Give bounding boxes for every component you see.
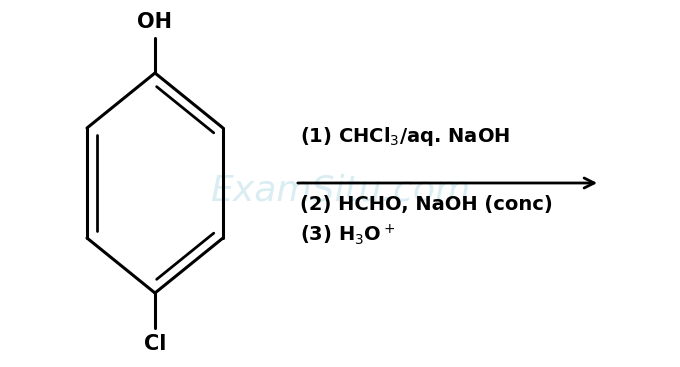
Text: (1) CHCl$_3$/aq. NaOH: (1) CHCl$_3$/aq. NaOH: [300, 125, 510, 148]
Text: Cl: Cl: [143, 334, 166, 354]
Text: ExamSitu.com: ExamSitu.com: [210, 174, 470, 208]
Text: (3) H$_3$O$^+$: (3) H$_3$O$^+$: [300, 222, 395, 247]
Text: (2) HCHO, NaOH (conc): (2) HCHO, NaOH (conc): [300, 195, 553, 214]
Text: OH: OH: [137, 12, 173, 32]
